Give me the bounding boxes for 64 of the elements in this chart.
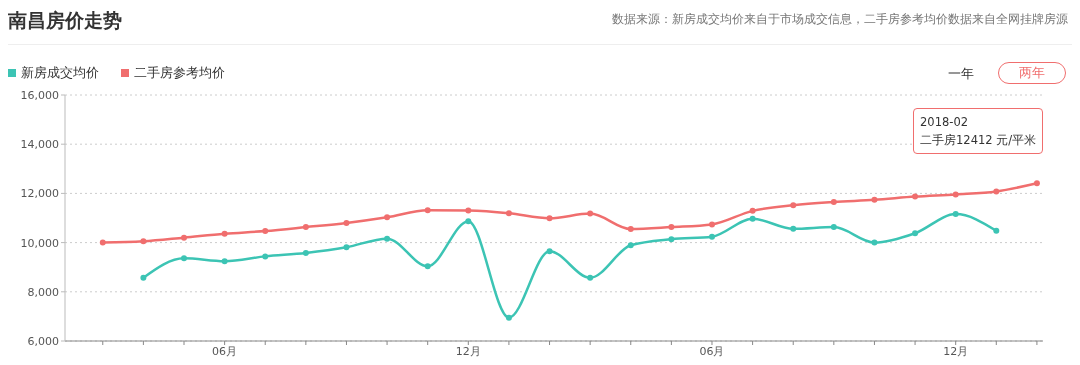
point [262,228,269,235]
point [546,215,553,222]
point [668,224,675,231]
point [871,239,878,246]
point [99,239,106,246]
point [830,199,837,206]
y-tick-label: 6,000 [27,334,59,348]
point [952,211,959,218]
point [465,218,472,225]
point [424,263,431,270]
annotation: 二手房12412 元/平米 [920,132,1037,149]
x-tick-label: 06月 [699,344,725,358]
point [790,225,797,232]
point [302,224,309,231]
point [343,219,350,226]
point [302,249,309,256]
y-tick-label: 14,000 [20,138,59,152]
point [505,210,512,217]
point [1033,180,1040,187]
point [140,274,147,281]
point [343,244,350,251]
point [871,196,878,203]
point [505,314,512,321]
point [587,274,594,281]
point [912,230,919,237]
point [993,188,1000,195]
chart-title: 南昌房价走势 [8,8,122,33]
point [749,215,756,222]
point [424,207,431,214]
y-tick-label: 8,000 [27,285,59,299]
point [384,235,391,242]
point [952,191,959,198]
annotation: 2018-02 [920,114,970,131]
point [708,233,715,240]
x-tick-label: 12月 [943,344,969,358]
point [993,227,1000,234]
point [181,234,187,241]
x-tick-label: 06月 [212,344,238,358]
legend-label: 二手房参考均价 [134,64,225,82]
point [181,255,187,262]
point [627,226,634,233]
point [262,253,269,260]
point [830,224,837,231]
source-note: 数据来源：新房成交均价来自于市场成交信息，二手房参考均价数据来自全网挂牌房源 [612,12,1068,27]
point [587,210,594,217]
point [140,238,147,245]
text: 一年 [948,65,974,83]
y-tick-label: 16,000 [20,88,59,102]
callout-box: 2018-02 二手房12412 元/平米 [913,108,1044,154]
point [221,258,228,265]
point [221,230,228,237]
point [627,242,634,249]
point [790,202,797,209]
point [668,236,675,243]
point [749,207,756,214]
y-tick-label: 10,000 [20,236,59,250]
point [546,248,553,255]
point [708,221,715,228]
y-tick-label: 12,000 [20,187,59,201]
point [384,214,391,221]
point [465,207,472,214]
legend-label: 新房成交均价 [21,64,99,82]
point [912,193,919,200]
x-tick-label: 12月 [455,344,481,358]
